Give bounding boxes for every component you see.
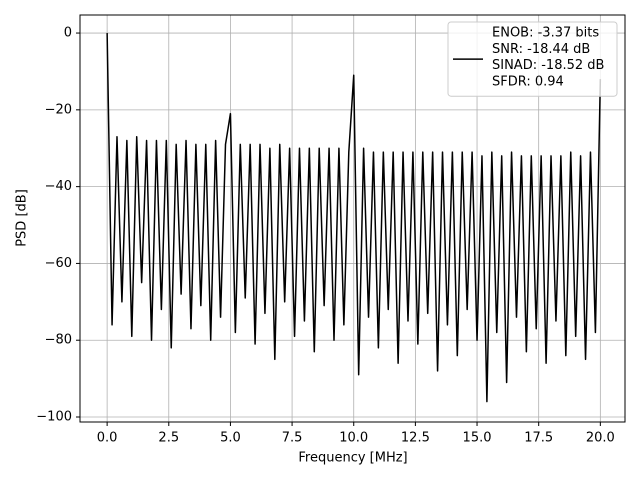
- x-tick-label: 10.0: [339, 431, 368, 446]
- x-tick-label: 17.5: [524, 431, 553, 446]
- x-tick-label: 7.5: [282, 431, 303, 446]
- x-tick-label: 5.0: [220, 431, 241, 446]
- legend-label: ENOB: -3.37 bits: [492, 26, 599, 41]
- y-tick-label: 0: [64, 26, 72, 41]
- y-tick-label: −20: [45, 102, 72, 117]
- x-axis-label: Frequency [MHz]: [298, 451, 407, 466]
- x-tick-label: 0.0: [97, 431, 118, 446]
- y-tick-label: −80: [45, 333, 72, 348]
- y-tick-label: −40: [45, 179, 72, 194]
- legend-label: SNR: -18.44 dB: [492, 42, 590, 57]
- legend-box: [447, 21, 618, 97]
- y-tick-label: −100: [36, 410, 72, 425]
- x-tick-label: 12.5: [401, 431, 430, 446]
- x-tick-label: 2.5: [158, 431, 179, 446]
- legend-label: SINAD: -18.52 dB: [492, 58, 604, 73]
- x-tick-label: 15.0: [463, 431, 492, 446]
- y-tick-label: −60: [45, 256, 72, 271]
- y-axis-label: PSD [dB]: [15, 189, 30, 247]
- axes-frame: [79, 14, 626, 423]
- legend-label: SFDR: 0.94: [492, 74, 564, 89]
- line-series: [106, 33, 602, 403]
- x-tick-label: 20.0: [586, 431, 615, 446]
